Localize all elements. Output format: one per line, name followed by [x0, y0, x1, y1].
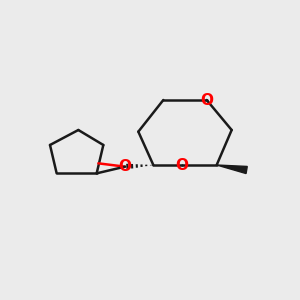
Polygon shape: [217, 165, 247, 174]
Text: O: O: [200, 92, 213, 107]
Text: O: O: [175, 158, 188, 172]
Text: O: O: [118, 159, 131, 174]
